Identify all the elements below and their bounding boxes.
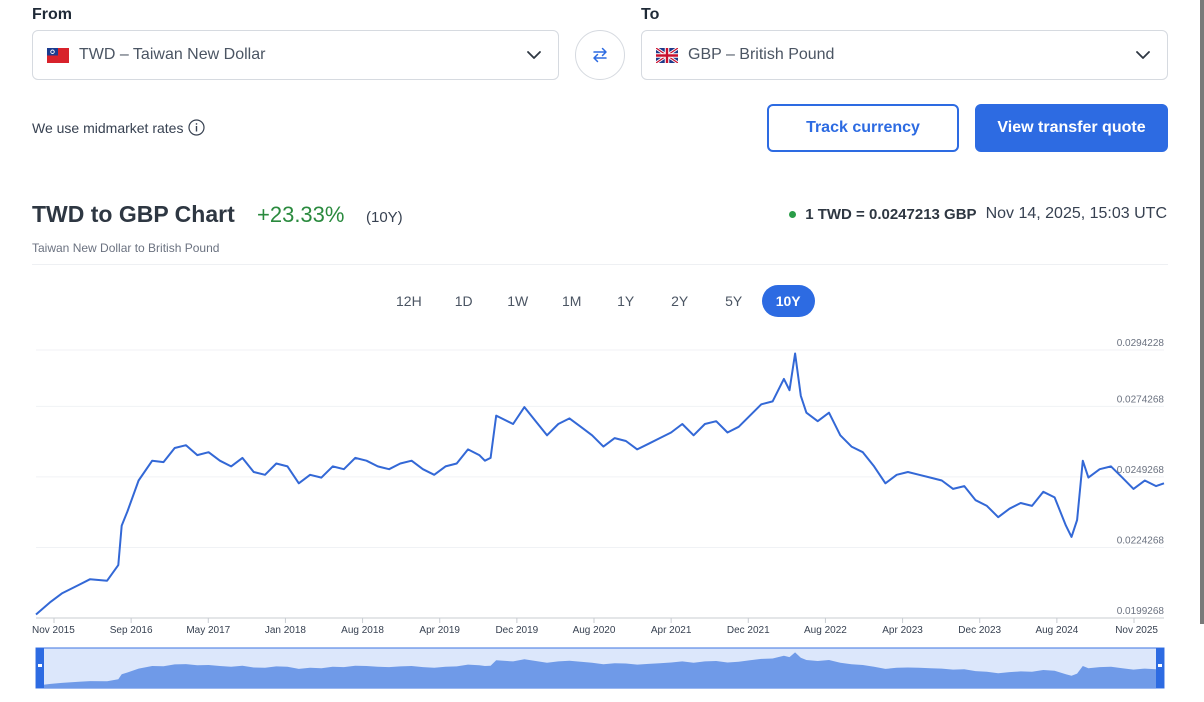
- taiwan-flag-icon: [47, 47, 69, 63]
- y-tick-label: 0.0249268: [1117, 465, 1165, 476]
- midmarket-text: We use midmarket rates: [32, 119, 184, 136]
- change-period: (10Y): [366, 209, 403, 226]
- x-tick-label: Nov 2025: [1115, 625, 1158, 636]
- time-range-tabs: 12H 1D 1W 1M 1Y 2Y 5Y 10Y: [382, 285, 817, 317]
- left-handle-grip: [38, 664, 42, 667]
- page-scrollbar[interactable]: [1200, 0, 1204, 624]
- to-currency-select[interactable]: GBP – British Pound: [641, 30, 1168, 80]
- y-tick-label: 0.0294228: [1117, 338, 1165, 349]
- x-axis-ticks: Nov 2015 Sep 2016 May 2017 Jan 2018 Aug 2018…: [32, 618, 1158, 636]
- from-label: From: [32, 6, 72, 23]
- percent-change: +23.33%: [257, 202, 345, 227]
- tab-1d[interactable]: 1D: [454, 293, 473, 309]
- x-tick-label: Sep 2016: [110, 625, 153, 636]
- x-tick-label: Aug 2020: [573, 625, 616, 636]
- navigator-area: [36, 652, 1164, 688]
- x-tick-label: Aug 2022: [804, 625, 847, 636]
- tab-5y[interactable]: 5Y: [725, 293, 743, 309]
- tab-12h[interactable]: 12H: [396, 293, 422, 309]
- chart-title: TWD to GBP Chart: [32, 201, 235, 227]
- chevron-down-icon[interactable]: [526, 47, 542, 63]
- info-icon[interactable]: [188, 119, 206, 136]
- from-currency-value: TWD – Taiwan New Dollar: [79, 46, 266, 63]
- tab-10y[interactable]: 10Y: [761, 285, 815, 317]
- rate-value: 1 TWD = 0.0247213 GBP: [805, 205, 977, 223]
- rate-timestamp: Nov 14, 2025, 15:03 UTC: [985, 205, 1167, 222]
- to-label: To: [641, 6, 660, 23]
- chart-subtitle: Taiwan New Dollar to British Pound: [32, 241, 220, 255]
- x-tick-label: May 2017: [186, 625, 230, 636]
- x-tick-label: Nov 2015: [32, 625, 75, 636]
- x-tick-label: Dec 2023: [958, 625, 1001, 636]
- tab-1y[interactable]: 1Y: [617, 293, 635, 309]
- current-rate: 1 TWD = 0.0247213 GBP Nov 14, 2025, 15:0…: [789, 205, 1167, 223]
- range-navigator: [35, 647, 1165, 689]
- navigator-left-handle[interactable]: [36, 648, 44, 688]
- x-tick-label: Jan 2018: [265, 625, 307, 636]
- y-axis-ticks: 0.0294228 0.0274268 0.0249268 0.0224268 0.01…: [1117, 338, 1165, 617]
- swap-currencies-button[interactable]: [575, 30, 625, 80]
- x-tick-label: Dec 2021: [727, 625, 770, 636]
- rate-chart[interactable]: 0.0294228 0.0274268 0.0249268 0.0224268 0.01…: [0, 330, 1204, 702]
- midmarket-note: We use midmarket rates: [32, 119, 206, 136]
- series-line: [35, 352, 1165, 616]
- chart-grid: [36, 349, 1164, 619]
- swap-arrows-icon: [593, 47, 607, 63]
- view-transfer-quote-button[interactable]: View transfer quote: [975, 104, 1168, 152]
- x-tick-label: Apr 2023: [882, 625, 923, 636]
- uk-flag-icon: [656, 47, 678, 63]
- x-tick-label: Aug 2024: [1035, 625, 1078, 636]
- chevron-down-icon[interactable]: [1135, 47, 1151, 63]
- x-tick-label: Apr 2021: [651, 625, 692, 636]
- right-handle-grip: [1158, 664, 1162, 667]
- navigator-right-handle[interactable]: [1156, 648, 1164, 688]
- y-tick-label: 0.0199268: [1117, 606, 1165, 617]
- to-currency-value: GBP – British Pound: [688, 46, 835, 63]
- y-tick-label: 0.0274268: [1117, 394, 1165, 405]
- x-tick-label: Aug 2018: [341, 625, 384, 636]
- tab-1m[interactable]: 1M: [561, 293, 582, 309]
- x-tick-label: Apr 2019: [419, 625, 460, 636]
- x-tick-label: Dec 2019: [495, 625, 538, 636]
- y-tick-label: 0.0224268: [1117, 535, 1165, 546]
- tab-1w[interactable]: 1W: [507, 293, 529, 309]
- divider: [32, 264, 1168, 265]
- tab-2y[interactable]: 2Y: [671, 293, 689, 309]
- live-indicator-dot: [789, 210, 797, 218]
- track-currency-button[interactable]: Track currency: [767, 104, 959, 152]
- from-currency-select[interactable]: TWD – Taiwan New Dollar: [32, 30, 559, 80]
